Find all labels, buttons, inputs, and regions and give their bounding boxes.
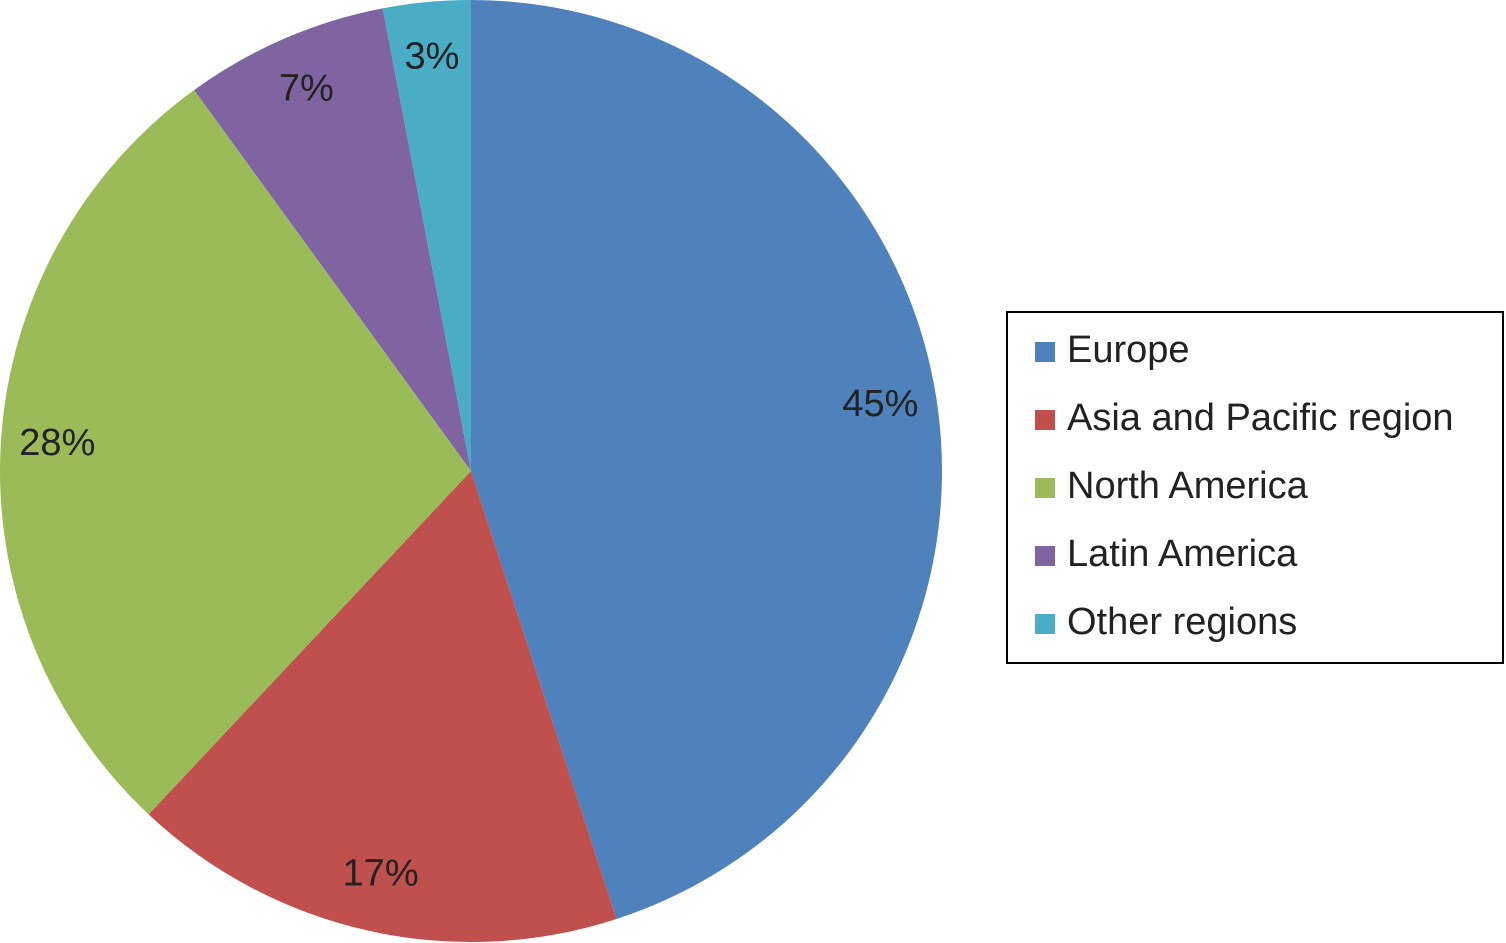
legend-swatch [1035, 342, 1055, 362]
data-label: 45% [842, 383, 918, 425]
pie-slice [194, 8, 472, 471]
legend-label: Europe [1067, 329, 1190, 371]
legend-swatch [1035, 546, 1055, 566]
data-label: 3% [405, 35, 460, 77]
data-label: 7% [279, 68, 334, 110]
legend-box [1006, 311, 1504, 664]
data-label: 28% [19, 422, 95, 464]
legend-swatch [1035, 410, 1055, 430]
pie-slice [471, 0, 942, 919]
pie-slice [148, 471, 617, 943]
legend-label: Other regions [1067, 601, 1297, 643]
pie-slice [382, 0, 471, 471]
legend-label: Latin America [1067, 533, 1298, 575]
data-label: 17% [343, 853, 419, 895]
pie-slice [0, 89, 471, 815]
legend-label: Asia and Pacific region [1067, 397, 1454, 439]
legend-label: North America [1067, 465, 1309, 507]
legend-swatch [1035, 478, 1055, 498]
legend-swatch [1035, 614, 1055, 634]
